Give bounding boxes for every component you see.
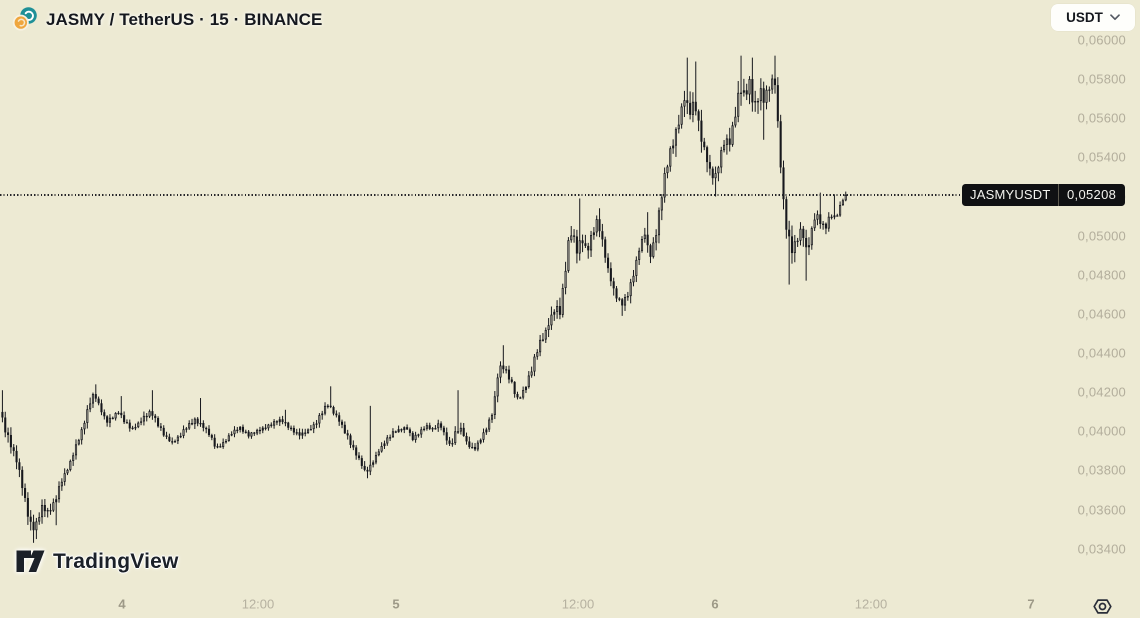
price-tick-label: 0,05000	[1077, 228, 1126, 244]
price-tick-label: 0,04200	[1077, 384, 1126, 400]
tradingview-logo-text: TradingView	[53, 549, 179, 573]
time-tick-day-label: 6	[711, 596, 719, 612]
tradingview-watermark[interactable]: TradingView	[15, 548, 179, 575]
badge-symbol: JASMYUSDT	[970, 187, 1051, 203]
time-tick-label: 12:00	[241, 596, 275, 612]
price-tick-label: 0,04400	[1077, 345, 1126, 361]
last-price-badge: JASMYUSDT 0,05208	[962, 183, 1126, 206]
symbol-header: JASMY / TetherUS · 15 · BINANCE	[11, 6, 322, 33]
time-axis-settings-gear-icon[interactable]	[1091, 596, 1114, 617]
symbol-title[interactable]: JASMY / TetherUS · 15 · BINANCE	[46, 9, 323, 29]
last-price-line	[0, 194, 961, 196]
price-tick-label: 0,05800	[1077, 71, 1126, 87]
time-tick-day-label: 4	[118, 596, 126, 612]
badge-divider	[1057, 183, 1060, 206]
price-tick-label: 0,04000	[1077, 423, 1126, 439]
price-tick-label: 0,06000	[1077, 32, 1126, 48]
currency-select-button[interactable]: USDT	[1051, 4, 1135, 31]
time-tick-label: 12:00	[854, 596, 888, 612]
price-tick-label: 0,03400	[1077, 541, 1126, 557]
time-tick-day-label: 7	[1027, 596, 1035, 612]
time-tick-label: 12:00	[561, 596, 595, 612]
price-tick-label: 0,04800	[1077, 267, 1126, 283]
chevron-down-icon	[1110, 14, 1120, 21]
price-tick-label: 0,04600	[1077, 306, 1126, 322]
price-tick-label: 0,05600	[1077, 110, 1126, 126]
currency-label: USDT	[1066, 10, 1103, 25]
price-axis[interactable]: 0,060000,058000,056000,054000,052000,050…	[1060, 0, 1140, 590]
price-tick-label: 0,05400	[1077, 149, 1126, 165]
time-tick-day-label: 5	[392, 596, 400, 612]
time-axis[interactable]: 4 12:00 5 12:00 6 12:00 7	[0, 590, 1140, 618]
price-tick-label: 0,03600	[1077, 502, 1126, 518]
price-tick-label: 0,03800	[1077, 462, 1126, 478]
tradingview-logo-icon	[16, 550, 45, 572]
symbol-pair-logo-icon	[12, 7, 37, 31]
badge-price: 0,05208	[1067, 187, 1117, 203]
